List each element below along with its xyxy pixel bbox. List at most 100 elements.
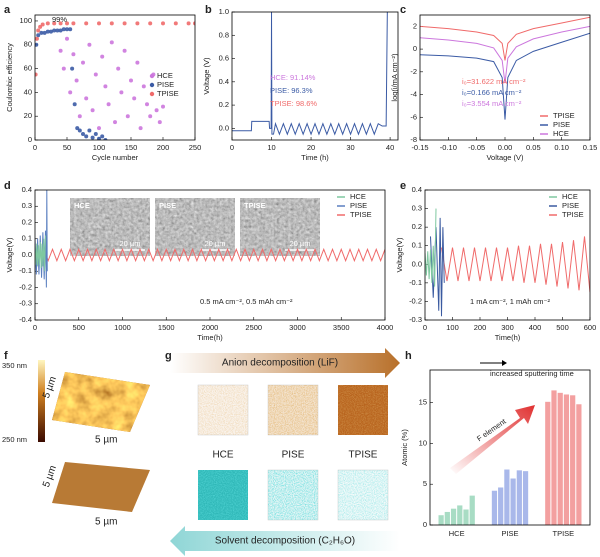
point — [65, 36, 69, 41]
scale-label: 20 µm — [290, 239, 311, 248]
y-tick-label: 0 — [28, 135, 32, 144]
y-tick-label: 0.1 — [412, 241, 422, 250]
bar — [504, 469, 510, 525]
scale-label: 20 µm — [120, 239, 141, 248]
point — [39, 30, 44, 35]
y-axis-label: Voltage(V) — [395, 237, 404, 273]
point — [154, 108, 159, 113]
point — [35, 42, 39, 47]
point — [65, 21, 69, 26]
x-axis-label: Time (h) — [301, 153, 329, 162]
y-tick-label: 0.2 — [22, 217, 32, 226]
cube-label: TPISE — [349, 450, 378, 461]
bar — [516, 470, 522, 525]
point — [70, 66, 75, 71]
line — [43, 247, 385, 263]
afm-surface — [52, 462, 150, 512]
plot-frame — [419, 14, 591, 141]
plot-area — [35, 21, 195, 140]
point — [36, 33, 41, 38]
point — [74, 78, 79, 83]
point — [193, 21, 195, 26]
point — [58, 28, 63, 33]
point — [72, 102, 77, 107]
point — [116, 66, 121, 71]
y-axis-label: log(i/mA cm⁻²) — [390, 53, 399, 102]
legend-label: PISE — [157, 80, 174, 89]
cube-label: HCE — [212, 450, 233, 461]
x-tick-label: 50 — [63, 143, 71, 152]
y-tick-label: 0 — [413, 44, 417, 53]
y-axis-label: Voltage (V) — [202, 57, 211, 95]
arrow-label: Anion decomposition (LiF) — [222, 358, 338, 369]
point — [84, 96, 89, 101]
x-tick-label: 0.05 — [526, 143, 541, 152]
legend-label: HCE — [350, 192, 366, 201]
cube-texture — [268, 470, 318, 520]
legend-label: HCE — [553, 129, 569, 138]
y-tick-label: 0.4 — [412, 185, 422, 194]
y-tick-label: 0.2 — [412, 222, 422, 231]
point — [84, 134, 89, 139]
point — [61, 27, 66, 32]
x-tick-label: 250 — [189, 143, 202, 152]
legend-swatch — [149, 91, 155, 97]
y-axis-label: Coulombic efficiency — [5, 43, 14, 112]
point — [122, 48, 127, 53]
x-tick-label: 100 — [446, 323, 459, 332]
x-tick-label: 0 — [33, 323, 37, 332]
panel-label: d — [4, 180, 11, 192]
point — [103, 84, 108, 89]
x-tick-label: 1500 — [158, 323, 175, 332]
point — [113, 120, 117, 125]
point — [87, 42, 92, 47]
x-tick-label: 30 — [346, 143, 354, 152]
annotation: i₀=31.622 mA cm⁻² — [462, 77, 526, 86]
plot-area — [438, 390, 582, 525]
line — [232, 12, 388, 136]
x-axis-label: Voltage (V) — [486, 153, 524, 162]
point — [49, 29, 53, 34]
annotation: PISE: 96.3% — [270, 86, 313, 95]
y-tick-label: 0.4 — [219, 77, 229, 86]
chart: HCE 20 µm PISE 20 µm TPISE 20 µm -0.4 -0.3 -0.2 -… — [5, 185, 393, 342]
y-tick-label: 100 — [19, 16, 32, 25]
cube-row — [198, 469, 389, 521]
afm-top-label: 350 nm — [2, 361, 27, 370]
panel-label: b — [205, 4, 212, 16]
x-tick-label: 3500 — [333, 323, 350, 332]
point — [61, 66, 66, 71]
color-bar — [38, 360, 45, 442]
panel-label: a — [4, 4, 11, 16]
annotation: i₀=3.554 mA cm⁻² — [462, 99, 522, 108]
point — [106, 102, 111, 107]
point — [161, 21, 165, 26]
annotation: i₀=0.166 mA cm⁻² — [462, 88, 522, 97]
line — [420, 32, 590, 120]
x-tick-label: 0.10 — [554, 143, 569, 152]
panel-label: f — [4, 350, 8, 362]
point — [135, 21, 140, 26]
plot-frame — [34, 14, 196, 141]
y-tick-label: 0.3 — [412, 204, 422, 213]
line — [430, 217, 445, 317]
x-tick-label: 40 — [386, 143, 394, 152]
point — [77, 128, 82, 133]
x-tick-label: 20 — [307, 143, 315, 152]
x-axis-label: Cycle number — [92, 153, 139, 162]
point — [161, 104, 165, 109]
legend-label: TPISE — [350, 210, 372, 219]
annotation: 0.5 mA cm⁻², 0.5 mAh cm⁻² — [200, 297, 293, 306]
point — [45, 29, 50, 34]
point — [186, 21, 191, 26]
x-tick-label: HCE — [449, 529, 465, 538]
legend-swatch — [149, 73, 155, 79]
y-tick-label: 60 — [24, 64, 32, 73]
point — [132, 96, 137, 101]
annotation: TPISE: 98.6% — [270, 99, 317, 108]
x-tick-label: -0.15 — [411, 143, 428, 152]
point — [65, 27, 69, 32]
panel-label: e — [400, 180, 406, 192]
x-tick-label: 4000 — [377, 323, 394, 332]
legend-label: TPISE — [157, 89, 179, 98]
